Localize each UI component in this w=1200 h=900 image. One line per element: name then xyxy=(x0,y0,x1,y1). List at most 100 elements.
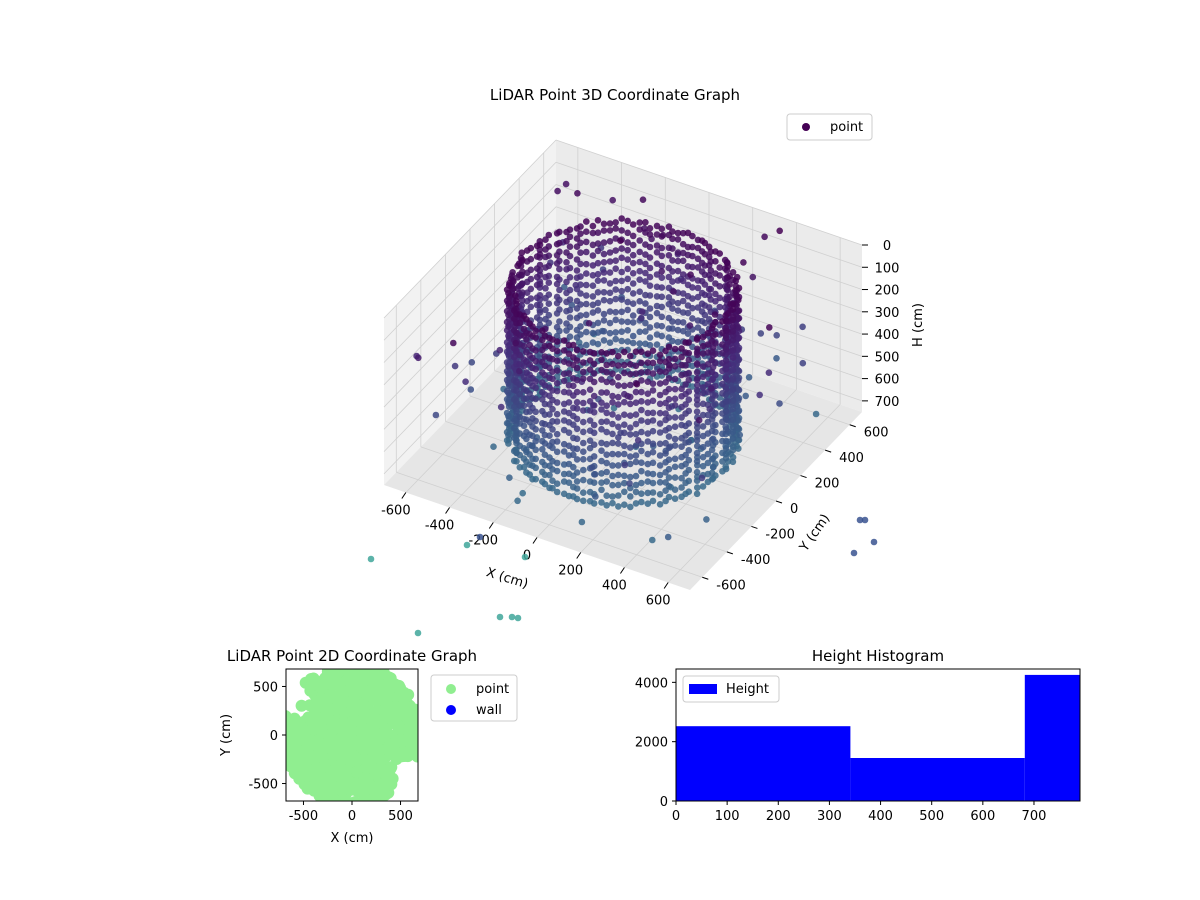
data-point xyxy=(666,361,673,369)
data-point xyxy=(699,373,707,381)
data-point xyxy=(542,264,549,271)
data-point xyxy=(609,472,616,480)
data-point xyxy=(286,718,292,731)
histogram-ticks: 0 100 200 300 400 500 600 700 0 2000 4000 xyxy=(635,676,1046,824)
data-point xyxy=(662,410,669,417)
x-tick-label: 500 xyxy=(919,809,944,824)
data-point xyxy=(665,252,673,259)
data-point xyxy=(735,397,742,404)
data-point xyxy=(699,363,707,370)
y-tick xyxy=(824,449,832,453)
data-point xyxy=(679,240,687,248)
data-point xyxy=(589,309,597,316)
data-point xyxy=(638,377,645,384)
data-point xyxy=(545,300,553,308)
data-point xyxy=(606,297,614,305)
data-point xyxy=(662,416,669,424)
data-point xyxy=(519,297,526,304)
data-point xyxy=(606,249,614,256)
data-point xyxy=(724,263,731,270)
data-point xyxy=(694,484,701,491)
data-point xyxy=(610,404,618,412)
data-point xyxy=(662,459,669,466)
data-point xyxy=(621,488,628,496)
data-point xyxy=(432,411,440,419)
data-point xyxy=(505,389,512,397)
chart3d-title: LiDAR Point 3D Coordinate Graph xyxy=(490,86,740,104)
data-point xyxy=(659,231,667,239)
data-point xyxy=(685,396,693,404)
data-point xyxy=(612,247,619,254)
data-point xyxy=(553,299,561,307)
data-point xyxy=(704,329,712,337)
data-point xyxy=(327,722,340,735)
data-point xyxy=(618,268,625,276)
data-point xyxy=(563,259,570,266)
data-point xyxy=(656,491,664,498)
data-point xyxy=(542,246,549,253)
data-point xyxy=(358,706,370,719)
data-point xyxy=(674,267,682,275)
x-tick-label: 400 xyxy=(602,579,627,594)
data-point xyxy=(497,403,505,411)
data-point xyxy=(646,254,654,261)
data-point xyxy=(729,405,737,413)
data-point xyxy=(656,429,664,436)
data-point xyxy=(513,458,520,465)
data-point xyxy=(553,230,561,237)
data-point xyxy=(693,387,701,394)
data-point xyxy=(573,405,581,412)
data-point xyxy=(315,721,328,734)
data-point xyxy=(644,378,652,386)
data-point xyxy=(603,468,610,476)
data-point xyxy=(649,427,657,435)
data-point xyxy=(646,324,654,331)
data-point xyxy=(583,311,590,319)
data-point xyxy=(592,493,599,500)
data-point xyxy=(632,370,640,378)
data-point xyxy=(627,503,634,511)
legend-label-height: Height xyxy=(726,682,769,697)
data-point xyxy=(615,492,622,499)
data-point xyxy=(662,347,669,355)
data-point xyxy=(644,350,652,358)
data-point xyxy=(589,222,597,230)
data-point xyxy=(662,368,669,376)
data-point xyxy=(618,308,625,316)
data-point xyxy=(563,327,570,334)
data-point xyxy=(624,256,631,263)
data-point xyxy=(546,411,553,418)
data-point xyxy=(553,293,561,301)
data-point xyxy=(565,370,573,377)
data-point xyxy=(583,218,590,225)
data-point xyxy=(505,289,512,297)
data-point xyxy=(679,319,687,326)
histogram-title: Height Histogram xyxy=(812,647,944,665)
data-point xyxy=(514,614,522,622)
data-point xyxy=(603,440,610,448)
data-point xyxy=(450,339,457,347)
data-point xyxy=(573,425,581,433)
data-point xyxy=(589,241,597,249)
data-point xyxy=(638,369,645,376)
data-point xyxy=(589,282,597,290)
data-point xyxy=(553,310,561,317)
data-point xyxy=(716,250,723,257)
x-tick-label: -500 xyxy=(289,809,319,824)
data-point xyxy=(556,265,563,273)
data-point xyxy=(591,471,599,478)
data-point xyxy=(653,293,661,300)
data-point xyxy=(729,416,737,424)
data-point xyxy=(642,260,649,268)
data-point xyxy=(573,469,581,476)
y-tick-label: -200 xyxy=(765,527,795,542)
data-point xyxy=(638,498,645,506)
data-point xyxy=(580,375,587,383)
data-point xyxy=(671,474,679,481)
data-point xyxy=(689,243,696,251)
data-point xyxy=(577,249,584,256)
data-point xyxy=(580,456,587,463)
data-point xyxy=(632,458,640,466)
data-point xyxy=(636,258,643,266)
data-point xyxy=(719,349,726,357)
